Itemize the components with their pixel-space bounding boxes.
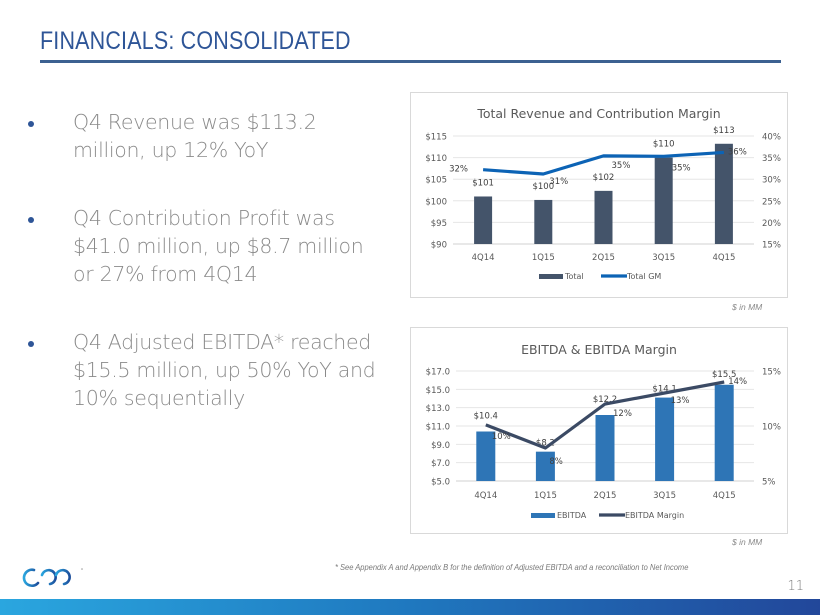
x-tick-label: 4Q14	[472, 253, 495, 263]
y2-tick-label: 40%	[762, 133, 781, 143]
bar-4Q14	[474, 196, 493, 244]
line-data-label: 10%	[492, 432, 511, 442]
bar-1Q15	[535, 451, 555, 481]
line-data-label: 14%	[728, 377, 747, 387]
x-tick-label: 3Q15	[652, 253, 675, 263]
legend-label: Total GM	[626, 272, 661, 281]
bar-data-label: $113	[713, 126, 735, 136]
footnote: * See Appendix A and Appendix B for the …	[335, 563, 689, 572]
bar-1Q15	[534, 199, 553, 244]
line-data-label: 35%	[612, 161, 631, 171]
line-data-label: 13%	[671, 396, 690, 406]
line-data-label: 32%	[449, 165, 468, 175]
x-tick-label: 4Q15	[712, 253, 735, 263]
footer-band	[0, 599, 820, 615]
y-tick-label: $105	[425, 176, 447, 186]
revenue-chart-frame: Total Revenue and Contribution Margin $90…	[410, 92, 788, 298]
y-tick-label: $115	[425, 133, 447, 143]
page-number: 11	[787, 579, 804, 594]
bullet-text: Q4 Contribution Profit was $41.0 million…	[73, 206, 364, 286]
line-data-label: 8%	[549, 457, 563, 467]
legend-swatch-bar	[539, 274, 563, 279]
ebitda-chart-frame: EBITDA & EBITDA Margin $5.0 $7.0 $9.0 $11.0 $…	[410, 327, 788, 534]
y-tick-label: $15.0	[426, 386, 450, 396]
bullet-dot-icon	[28, 341, 34, 347]
x-tick-label: 4Q15	[713, 491, 736, 501]
bullet-adjusted-ebitda: Q4 Adjusted EBITDA* reached $15.5 millio…	[28, 328, 388, 412]
revenue-unit-note: $ in MM	[732, 302, 763, 312]
bar-data-label: $101	[472, 178, 494, 188]
y-tick-label: $7.0	[431, 459, 450, 469]
y2-tick-label: 10%	[762, 423, 781, 433]
chart-title: EBITDA & EBITDA Margin	[521, 342, 677, 357]
legend-label: EBITDA Margin	[625, 511, 684, 520]
bar-4Q15	[714, 384, 734, 481]
y2-tick-label: 35%	[762, 154, 781, 164]
x-tick-label: 2Q15	[592, 253, 615, 263]
bar-3Q15	[655, 397, 675, 481]
bar-data-label: $14.1	[652, 385, 676, 395]
legend-label: EBITDA	[557, 511, 587, 520]
y-tick-label: $9.0	[431, 441, 450, 451]
x-tick-label: 4Q14	[474, 491, 497, 501]
title-underline	[40, 60, 781, 63]
bar-data-label: $12.2	[593, 395, 617, 405]
chart-title: Total Revenue and Contribution Margin	[476, 106, 720, 121]
bullet-dot-icon	[28, 217, 34, 223]
bullet-list: Q4 Revenue was $113.2 million, up 12% Yo…	[28, 108, 388, 452]
y-tick-label: $100	[425, 197, 447, 207]
x-tick-label: 2Q15	[594, 491, 617, 501]
ebitda-unit-note: $ in MM	[732, 537, 763, 547]
y-tick-label: $5.0	[431, 478, 450, 488]
y2-tick-label: 15%	[762, 241, 781, 251]
y-tick-label: $13.0	[426, 404, 450, 414]
bar-data-label: $110	[653, 140, 675, 150]
y-tick-label: $17.0	[426, 368, 450, 378]
line-data-label: 36%	[728, 147, 747, 157]
bullet-text: Q4 Revenue was $113.2 million, up 12% Yo…	[73, 110, 317, 162]
bar-data-label: $15.5	[712, 370, 736, 380]
legend-label: Total	[564, 272, 584, 281]
bar-data-label: $8.2	[536, 439, 555, 449]
bar-2Q15	[595, 415, 615, 481]
bullet-dot-icon	[28, 121, 34, 127]
bar-data-label: $10.4	[474, 412, 498, 422]
y-tick-label: $110	[425, 154, 447, 164]
line-data-label: 35%	[672, 163, 691, 173]
y-tick-label: $90	[431, 241, 447, 251]
bar-2Q15	[594, 190, 613, 244]
x-tick-label: 1Q15	[532, 253, 555, 263]
bar-data-label: $100	[532, 182, 554, 192]
y-tick-label: $95	[431, 219, 447, 229]
revenue-chart: Total Revenue and Contribution Margin $90…	[425, 106, 781, 281]
bullet-revenue: Q4 Revenue was $113.2 million, up 12% Yo…	[28, 108, 388, 164]
y2-tick-label: 20%	[762, 219, 781, 229]
bullet-contribution-profit: Q4 Contribution Profit was $41.0 million…	[28, 204, 388, 288]
gee-logo-icon	[20, 565, 90, 593]
x-tick-label: 1Q15	[534, 491, 557, 501]
bar-3Q15	[654, 157, 673, 244]
legend-swatch-bar	[531, 513, 555, 518]
slide-title: FINANCIALS: CONSOLIDATED	[40, 27, 351, 55]
y2-tick-label: 25%	[762, 197, 781, 207]
bullet-text: Q4 Adjusted EBITDA* reached $15.5 millio…	[73, 330, 376, 410]
bar-4Q15	[714, 143, 733, 244]
ebitda-chart: EBITDA & EBITDA Margin $5.0 $7.0 $9.0 $11.0 $…	[426, 342, 781, 520]
line-data-label: 12%	[613, 409, 632, 419]
y2-tick-label: 30%	[762, 176, 781, 186]
bar-4Q14	[476, 431, 496, 481]
line-data-label: 31%	[549, 177, 568, 187]
y2-tick-label: 15%	[762, 368, 781, 378]
y-tick-label: $11.0	[426, 423, 450, 433]
bar-data-label: $102	[593, 173, 615, 183]
y2-tick-label: 5%	[762, 478, 776, 488]
x-tick-label: 3Q15	[653, 491, 676, 501]
